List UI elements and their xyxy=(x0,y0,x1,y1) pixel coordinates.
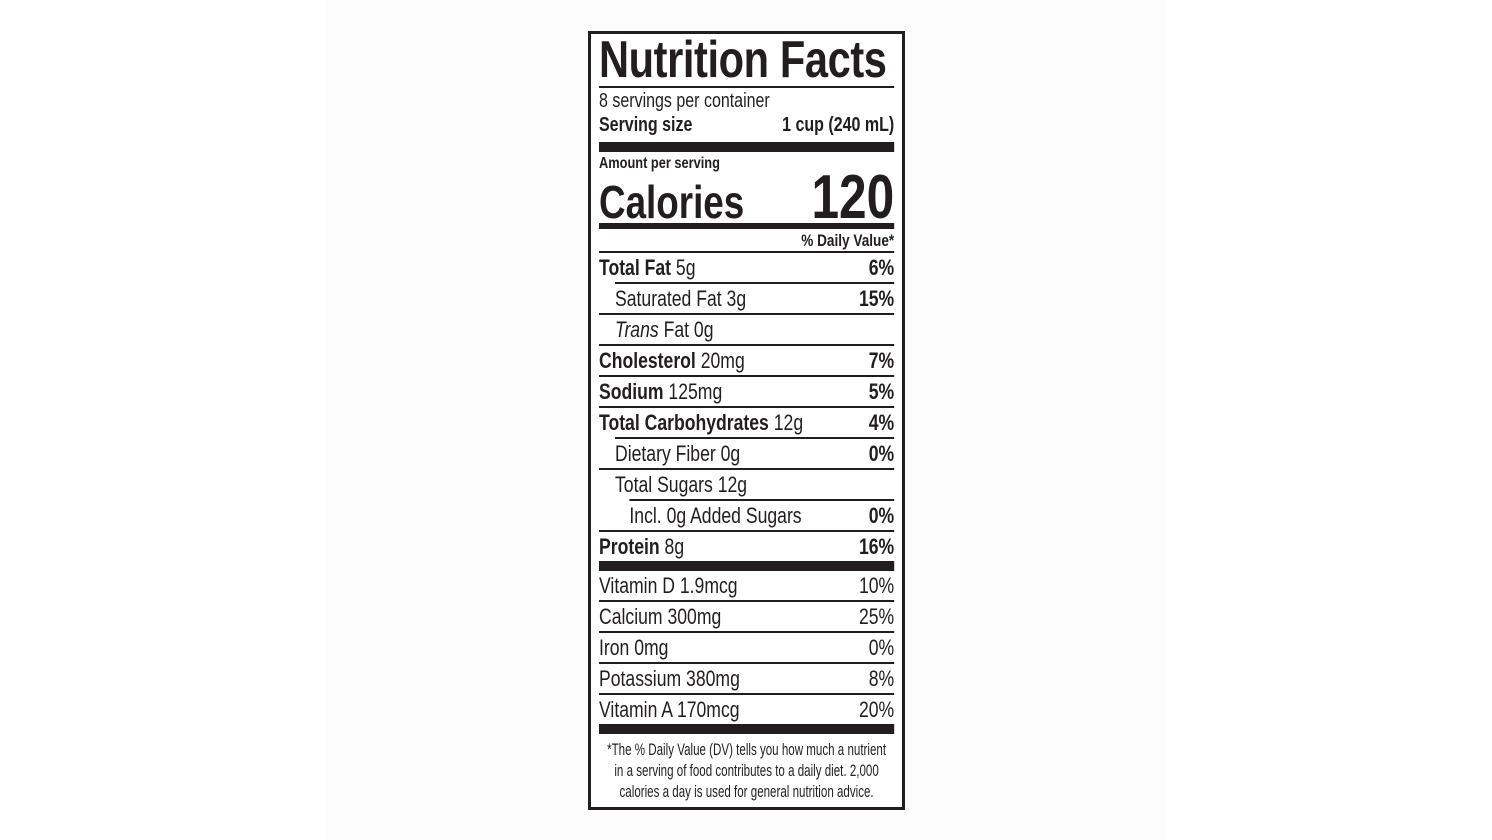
daily-value: 6% xyxy=(868,255,895,280)
nutrient-row: Total Sugars 12g xyxy=(599,470,894,499)
daily-value: 7% xyxy=(868,348,895,373)
vitamin-rows-section: Vitamin D 1.9mcg 10% Calcium 300mg 25% Iron … xyxy=(599,571,895,724)
nutrient-name: Potassium 380mg xyxy=(599,666,740,691)
nutrient-name: Total Fat 5g xyxy=(599,255,696,280)
row-separator xyxy=(599,375,895,377)
daily-value: 0% xyxy=(868,635,895,660)
serving-size-row: Serving size 1 cup (240 mL) xyxy=(599,113,894,142)
nutrient-name: Sodium 125mg xyxy=(599,379,723,404)
daily-value: 15% xyxy=(858,286,895,311)
daily-value: 5% xyxy=(868,379,895,404)
nutrient-row: Saturated Fat 3g 15% xyxy=(599,284,894,313)
label-title: Nutrition Facts xyxy=(599,31,887,89)
calories-value: 120 xyxy=(811,163,895,232)
nutrient-row: Sodium 125mg 5% xyxy=(599,377,894,406)
medium-divider xyxy=(599,223,895,229)
nutrient-name: Trans Fat 0g xyxy=(615,317,714,342)
nutrient-name: Iron 0mg xyxy=(599,635,669,660)
nutrient-row: Potassium 380mg 8% xyxy=(599,664,894,693)
daily-value: 16% xyxy=(858,534,895,559)
row-separator xyxy=(599,631,895,633)
row-separator xyxy=(599,468,895,470)
row-separator xyxy=(599,344,895,346)
nutrient-name: Cholesterol 20mg xyxy=(599,348,745,373)
footnote-line: in a serving of food contributes to a da… xyxy=(614,761,879,780)
daily-value: 10% xyxy=(858,573,895,598)
nutrient-row: Total Carbohydrates 12g 4% xyxy=(599,408,894,437)
row-separator xyxy=(615,282,895,284)
nutrient-row: Trans Fat 0g xyxy=(599,315,894,344)
daily-value: 25% xyxy=(858,604,895,629)
label-content: Nutrition Facts 8 servings per container… xyxy=(591,34,902,802)
nutrient-name: Vitamin A 170mcg xyxy=(599,697,740,722)
calories-label: Calories xyxy=(599,176,745,228)
row-separator xyxy=(599,406,895,408)
nutrient-name: Protein 8g xyxy=(599,534,685,559)
nutrient-row: Incl. 0g Added Sugars 0% xyxy=(599,501,894,530)
nutrient-name: Incl. 0g Added Sugars xyxy=(629,503,802,528)
daily-value: 4% xyxy=(868,410,895,435)
daily-value-header: % Daily Value* xyxy=(801,231,895,250)
footnote: *The % Daily Value (DV) tells you how mu… xyxy=(599,734,894,802)
daily-value: 20% xyxy=(858,697,895,722)
nutrient-row: Protein 8g 16% xyxy=(599,532,894,561)
row-separator xyxy=(615,437,895,439)
amount-per-serving-label: Amount per serving xyxy=(599,155,720,172)
row-separator xyxy=(599,693,895,695)
row-separator xyxy=(599,530,895,532)
footnote-line: calories a day is used for general nutri… xyxy=(619,782,874,801)
footnote-line: *The % Daily Value (DV) tells you how mu… xyxy=(607,740,887,759)
nutrient-row: Dietary Fiber 0g 0% xyxy=(599,439,894,468)
nutrient-row: Iron 0mg 0% xyxy=(599,633,894,662)
serving-size-value: 1 cup (240 mL) xyxy=(782,114,895,136)
thick-divider-bottom xyxy=(599,724,895,734)
title-underline xyxy=(599,86,895,88)
nutrition-facts-label: Nutrition Facts 8 servings per container… xyxy=(588,31,905,810)
nutrient-name: Total Sugars 12g xyxy=(615,472,748,497)
row-separator xyxy=(599,313,895,315)
thick-divider-protein xyxy=(599,561,895,571)
nutrient-row: Total Fat 5g 6% xyxy=(599,253,894,282)
thick-divider-top xyxy=(599,142,895,152)
daily-value: 0% xyxy=(868,441,895,466)
row-separator xyxy=(629,499,895,501)
nutrient-name: Vitamin D 1.9mcg xyxy=(599,573,738,598)
daily-value: 0% xyxy=(868,503,895,528)
servings-per-container: 8 servings per container xyxy=(599,90,770,112)
nutrient-name: Dietary Fiber 0g xyxy=(615,441,741,466)
daily-value: 8% xyxy=(868,666,895,691)
calories-row: Calories 120 xyxy=(599,163,895,232)
nutrient-row: Vitamin A 170mcg 20% xyxy=(599,695,894,724)
nutrient-name: Total Carbohydrates 12g xyxy=(599,410,804,435)
row-separator xyxy=(599,662,895,664)
nutrient-row: Cholesterol 20mg 7% xyxy=(599,346,894,375)
row-separator xyxy=(599,600,895,602)
daily-value-underline xyxy=(599,251,895,253)
nutrient-name: Saturated Fat 3g xyxy=(615,286,747,311)
nutrient-rows-section: Total Fat 5g 6% Saturated Fat 3g 15% Trans F… xyxy=(599,253,895,561)
nutrient-row: Vitamin D 1.9mcg 10% xyxy=(599,571,894,600)
nutrient-row: Calcium 300mg 25% xyxy=(599,602,894,631)
serving-size-label: Serving size xyxy=(599,114,693,136)
nutrient-name: Calcium 300mg xyxy=(599,604,722,629)
